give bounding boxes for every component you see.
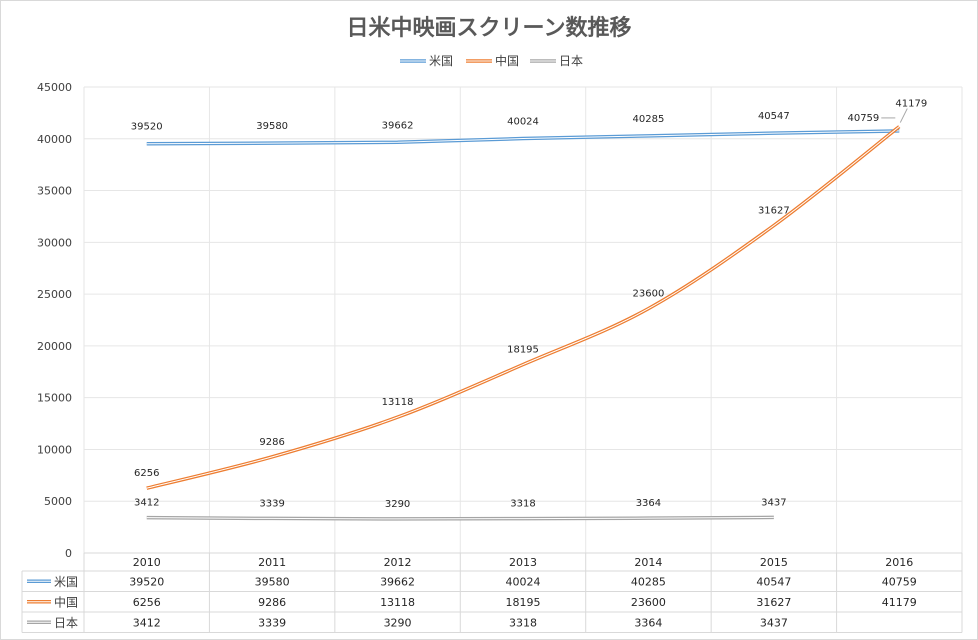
table-cell: 23600 <box>631 596 666 609</box>
table-row-header: 米国 <box>54 575 78 589</box>
data-label: 3339 <box>259 498 284 509</box>
data-label: 18195 <box>507 345 539 356</box>
table-cell: 3364 <box>634 616 662 629</box>
table-cell: 41179 <box>882 596 917 609</box>
y-tick-label: 30000 <box>37 236 72 249</box>
table-cell: 40024 <box>506 575 541 588</box>
legend-label-1: 中国 <box>495 53 519 68</box>
data-label: 39580 <box>256 121 288 132</box>
data-label: 3437 <box>761 497 786 508</box>
x-tick-label: 2015 <box>760 556 788 569</box>
series-line-core-1 <box>146 126 900 489</box>
table-cell: 9286 <box>258 596 286 609</box>
table-row-header: 中国 <box>54 594 78 609</box>
x-tick-label: 2013 <box>509 556 537 569</box>
y-tick-label: 15000 <box>37 392 72 405</box>
x-tick-label: 2011 <box>258 556 286 569</box>
legend: 米国 中国 日本 <box>400 53 583 68</box>
table-cell: 31627 <box>756 596 791 609</box>
series-line-1 <box>146 125 901 490</box>
y-tick-label: 45000 <box>37 81 72 94</box>
label-leader-line <box>899 108 908 123</box>
table-cell: 18195 <box>506 596 541 609</box>
y-tick-label: 5000 <box>44 495 72 508</box>
series-line-core-2 <box>146 516 774 520</box>
data-label: 41179 <box>895 99 927 110</box>
table-cell: 40547 <box>756 575 791 588</box>
table-cell: 39580 <box>255 575 290 588</box>
y-axis: 0 5000 10000 15000 20000 25000 30000 35000 40000… <box>37 81 72 560</box>
table-cell: 6256 <box>133 596 161 609</box>
y-tick-label: 35000 <box>37 185 72 198</box>
data-label: 9286 <box>259 437 284 448</box>
data-label: 13118 <box>382 397 414 408</box>
series-line-core-0 <box>146 130 900 145</box>
x-tick-label: 2010 <box>133 556 161 569</box>
x-tick-label: 2012 <box>384 556 412 569</box>
y-tick-label: 10000 <box>37 443 72 456</box>
y-tick-label: 40000 <box>37 133 72 146</box>
plot-grid <box>83 86 963 554</box>
table-cell: 3290 <box>384 616 412 629</box>
table-cell: 3412 <box>133 616 161 629</box>
data-label: 40759 <box>847 113 879 124</box>
table-cell: 40759 <box>882 575 917 588</box>
data-label: 31627 <box>758 205 790 216</box>
data-label: 40285 <box>633 114 665 125</box>
data-label: 3364 <box>636 498 661 509</box>
table-cell: 39520 <box>129 575 164 588</box>
y-tick-label: 0 <box>65 547 72 560</box>
data-label: 40547 <box>758 111 790 122</box>
data-label: 3318 <box>510 499 535 510</box>
table-row-header: 日本 <box>54 616 78 630</box>
table-cell: 3339 <box>258 616 286 629</box>
legend-label-2: 日本 <box>559 54 583 68</box>
data-table: 2010 2011 2012 2013 2014 2015 2016 米国 39520 39580… <box>21 552 963 633</box>
series-lines <box>146 125 901 521</box>
table-cell: 40285 <box>631 575 666 588</box>
table-cell: 13118 <box>380 596 415 609</box>
data-label: 39662 <box>382 120 414 131</box>
y-tick-label: 20000 <box>37 340 72 353</box>
chart-title: 日米中映画スクリーン数推移 <box>347 15 632 41</box>
data-label: 6256 <box>134 468 159 479</box>
x-tick-label: 2014 <box>634 556 662 569</box>
data-label: 3290 <box>385 499 410 510</box>
y-tick-label: 25000 <box>37 288 72 301</box>
data-label: 3412 <box>134 498 159 509</box>
table-cell: 3437 <box>760 616 788 629</box>
data-labels: 39520 39580 39662 40024 40285 40547 40759 6256 9… <box>131 99 927 510</box>
data-label: 39520 <box>131 122 163 133</box>
x-tick-label: 2016 <box>885 556 913 569</box>
legend-label-0: 米国 <box>429 54 453 68</box>
table-cell: 39662 <box>380 575 415 588</box>
data-label: 23600 <box>633 289 665 300</box>
data-label: 40024 <box>507 117 539 128</box>
table-cell: 3318 <box>509 616 537 629</box>
